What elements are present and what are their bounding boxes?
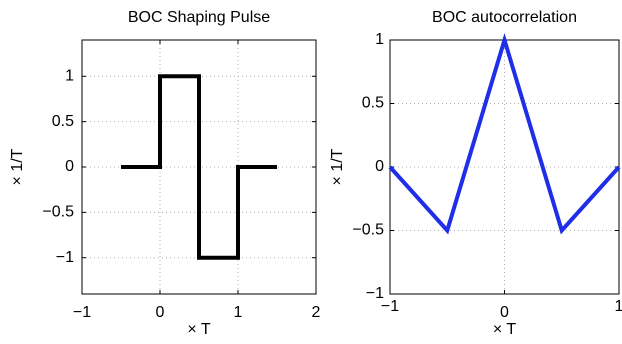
left-chart-y-tick-label: 1 bbox=[65, 68, 74, 85]
right-chart-x-tick-label: 1 bbox=[615, 298, 622, 315]
left-chart-y-tick-label: 0 bbox=[65, 158, 74, 175]
right-chart-x-axis-label: × T bbox=[493, 321, 517, 338]
right-chart-plot-frame bbox=[389, 39, 620, 295]
right-chart-y-tick-label: −1 bbox=[366, 285, 384, 302]
right-chart-y-tick-label: −0.5 bbox=[352, 222, 384, 239]
left-chart-series-line bbox=[121, 74, 277, 260]
right-chart-x-tick-label: −1 bbox=[381, 298, 399, 315]
right-chart-x-tick-label: 0 bbox=[500, 304, 509, 321]
right-chart-y-tick-label: 0.5 bbox=[362, 95, 384, 112]
left-chart-x-tick-label: −1 bbox=[73, 304, 91, 321]
left-chart-x-axis-label: × T bbox=[187, 321, 211, 338]
left-chart: −1 0 1 2 1 0.5 0 −0.5 −1 BOC Shaping Pulse × T × 1/… bbox=[9, 9, 321, 338]
right-chart: −1 0 1 1 0.5 0 −0.5 −1 BOC autocorrelation × T × 1… bbox=[329, 9, 622, 338]
left-chart-y-tick-label: −1 bbox=[56, 249, 74, 266]
left-chart-y-tick-label: 0.5 bbox=[52, 113, 74, 130]
left-chart-y-axis-label: × 1/T bbox=[9, 148, 26, 185]
right-chart-title: BOC autocorrelation bbox=[432, 9, 577, 26]
left-chart-x-tick-label: 0 bbox=[156, 304, 165, 321]
right-chart-y-tick-label: 0 bbox=[375, 158, 384, 175]
right-chart-y-axis-label: × 1/T bbox=[329, 148, 346, 185]
right-chart-y-tick-label: 1 bbox=[375, 31, 384, 48]
right-chart-series-line bbox=[388, 33, 621, 235]
left-chart-y-tick-label: −0.5 bbox=[42, 204, 74, 221]
left-chart-x-tick-label: 1 bbox=[234, 304, 243, 321]
left-chart-title: BOC Shaping Pulse bbox=[128, 9, 270, 26]
left-chart-x-tick-label: 2 bbox=[312, 304, 321, 321]
